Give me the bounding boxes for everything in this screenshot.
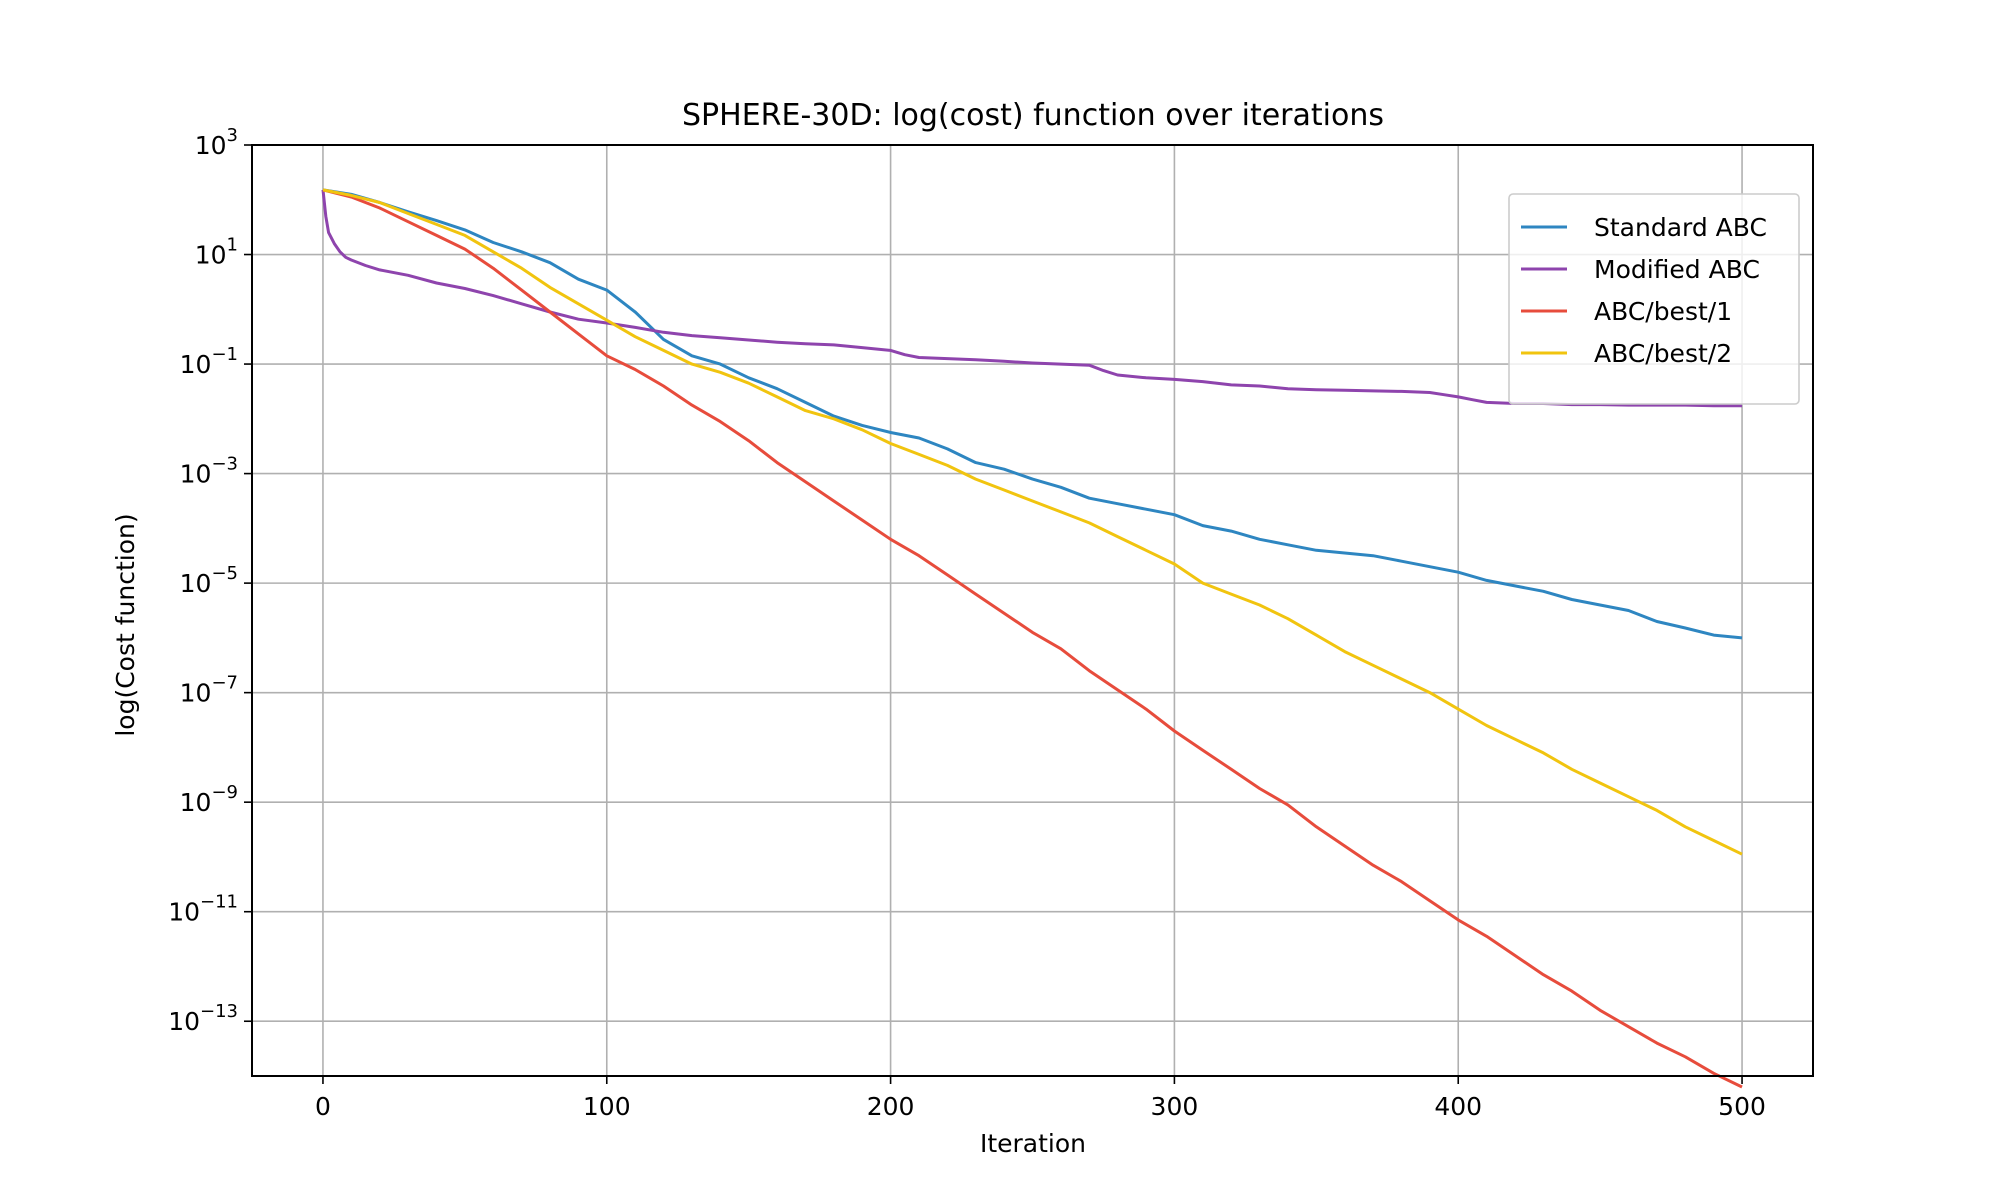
y-axis-title: log(Cost function) (111, 513, 140, 736)
legend-label: ABC/best/1 (1594, 297, 1732, 326)
series-line-abc-best-2 (322, 188, 1743, 856)
legend-label: ABC/best/2 (1594, 339, 1732, 368)
x-tick-label: 0 (315, 1092, 331, 1121)
y-tick-label: 10−7 (180, 673, 238, 708)
legend-label: Modified ABC (1594, 255, 1760, 284)
x-tick-label: 200 (867, 1092, 915, 1121)
y-tick-label: 10−9 (180, 782, 238, 817)
series-line-modified-abc (321, 189, 1742, 408)
legend-label: Standard ABC (1594, 213, 1767, 242)
x-tick-label: 400 (1434, 1092, 1482, 1121)
y-axis: 103 101 10−1 10−3 10−5 10−7 10−9 10−11 10−13 (168, 125, 252, 1036)
x-axis: 0 100 200 300 400 500 (315, 1076, 1766, 1121)
legend-box (1508, 193, 1800, 405)
series-line-standard-abc (322, 188, 1743, 640)
x-tick-label: 100 (583, 1092, 631, 1121)
series-lines (321, 188, 1743, 1089)
series-line-abc-best-1 (322, 188, 1743, 1089)
y-tick-label: 10−5 (180, 563, 238, 598)
y-tick-label: 10−1 (180, 344, 238, 379)
x-axis-title: Iteration (980, 1129, 1086, 1158)
x-tick-label: 500 (1718, 1092, 1766, 1121)
legend: Standard ABC Modified ABC ABC/best/1 ABC/be… (1508, 193, 1800, 405)
plot-area-frame (251, 144, 1814, 1077)
y-tick-label: 103 (195, 125, 238, 160)
y-tick-label: 10−13 (168, 1001, 238, 1036)
y-tick-label: 10−3 (180, 454, 238, 489)
x-tick-label: 300 (1151, 1092, 1199, 1121)
y-tick-label: 10−11 (168, 892, 238, 927)
chart-title: SPHERE-30D: log(cost) function over iter… (682, 98, 1384, 133)
y-tick-label: 101 (195, 235, 238, 270)
